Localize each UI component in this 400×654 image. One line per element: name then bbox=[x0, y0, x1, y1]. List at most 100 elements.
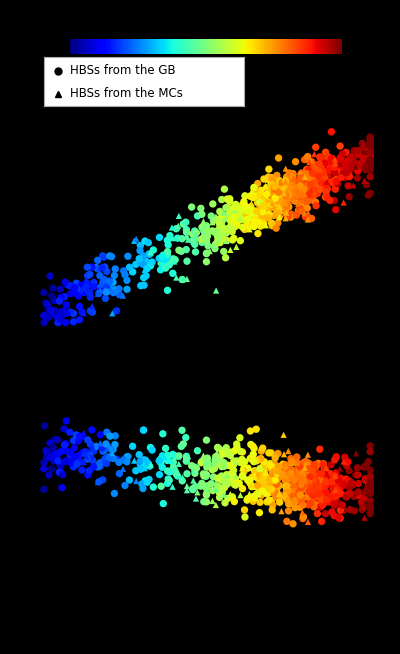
Point bbox=[116, 468, 122, 479]
Point bbox=[248, 201, 254, 212]
Point bbox=[97, 282, 103, 292]
Point bbox=[147, 260, 154, 271]
Point bbox=[284, 182, 290, 193]
Point bbox=[211, 241, 218, 251]
Point bbox=[257, 213, 264, 224]
Point bbox=[230, 203, 237, 213]
Point bbox=[355, 478, 362, 489]
Point bbox=[142, 463, 148, 473]
Point bbox=[306, 464, 312, 474]
Point bbox=[298, 485, 304, 495]
Point bbox=[200, 216, 207, 226]
Point bbox=[239, 470, 246, 481]
Point bbox=[179, 233, 185, 244]
Point bbox=[95, 264, 101, 274]
Point bbox=[306, 165, 312, 175]
Point bbox=[240, 207, 246, 217]
Point bbox=[41, 309, 48, 320]
Point bbox=[281, 189, 287, 199]
Point bbox=[161, 452, 168, 462]
Point bbox=[237, 470, 244, 481]
Point bbox=[295, 194, 301, 204]
Point bbox=[40, 311, 47, 321]
Point bbox=[260, 201, 266, 212]
Point bbox=[273, 199, 280, 209]
Point bbox=[78, 432, 84, 442]
Point bbox=[203, 249, 210, 259]
Point bbox=[52, 448, 59, 458]
Point bbox=[180, 219, 186, 230]
Point bbox=[204, 462, 210, 472]
Point bbox=[328, 126, 335, 137]
Point bbox=[142, 256, 148, 267]
Point bbox=[102, 262, 108, 272]
Point bbox=[331, 511, 338, 521]
Point bbox=[259, 462, 265, 473]
Point bbox=[208, 479, 214, 489]
Point bbox=[351, 506, 358, 516]
Point bbox=[367, 500, 373, 510]
Point bbox=[251, 455, 258, 466]
Point bbox=[256, 199, 263, 210]
Point bbox=[362, 460, 369, 471]
Point bbox=[221, 489, 227, 500]
Point bbox=[282, 176, 289, 186]
Point bbox=[332, 493, 339, 504]
Point bbox=[324, 174, 330, 184]
Point bbox=[332, 175, 339, 185]
Point bbox=[44, 300, 51, 311]
Point bbox=[330, 177, 336, 188]
Point bbox=[367, 154, 373, 164]
Point bbox=[237, 213, 244, 224]
Point bbox=[149, 257, 155, 267]
Point bbox=[316, 166, 322, 177]
Point bbox=[204, 225, 210, 235]
Point bbox=[322, 158, 328, 168]
Point bbox=[282, 164, 289, 174]
Point bbox=[268, 173, 275, 183]
Point bbox=[116, 290, 122, 300]
Point bbox=[337, 483, 343, 494]
Point bbox=[278, 198, 284, 209]
Point bbox=[78, 280, 84, 290]
Point bbox=[136, 449, 142, 460]
Point bbox=[298, 479, 304, 489]
Point bbox=[270, 470, 276, 480]
Point bbox=[205, 241, 211, 251]
Point bbox=[48, 290, 55, 301]
Point bbox=[120, 266, 127, 276]
Point bbox=[216, 459, 222, 470]
Point bbox=[41, 484, 47, 494]
Point bbox=[102, 456, 109, 466]
Point bbox=[288, 458, 295, 468]
Point bbox=[219, 226, 225, 236]
Point bbox=[261, 475, 268, 485]
Point bbox=[231, 211, 237, 221]
Point bbox=[298, 206, 305, 216]
Point bbox=[342, 452, 348, 462]
Point bbox=[246, 489, 253, 499]
Point bbox=[309, 476, 316, 487]
Point bbox=[332, 471, 338, 481]
Point bbox=[270, 500, 276, 510]
Point bbox=[332, 163, 338, 173]
Point bbox=[212, 451, 219, 462]
Point bbox=[190, 483, 196, 494]
Point bbox=[146, 249, 152, 259]
Point bbox=[322, 497, 328, 508]
Point bbox=[179, 275, 186, 285]
Point bbox=[190, 236, 196, 247]
Point bbox=[341, 480, 348, 490]
Point bbox=[282, 470, 289, 481]
Point bbox=[246, 201, 253, 212]
Point bbox=[317, 184, 323, 195]
Point bbox=[340, 167, 347, 177]
Point bbox=[272, 182, 278, 192]
Point bbox=[367, 171, 373, 182]
Point bbox=[150, 245, 156, 255]
Point bbox=[262, 478, 268, 489]
Point bbox=[67, 288, 74, 299]
Point bbox=[217, 237, 223, 248]
Point bbox=[367, 481, 373, 492]
Point bbox=[338, 172, 344, 182]
